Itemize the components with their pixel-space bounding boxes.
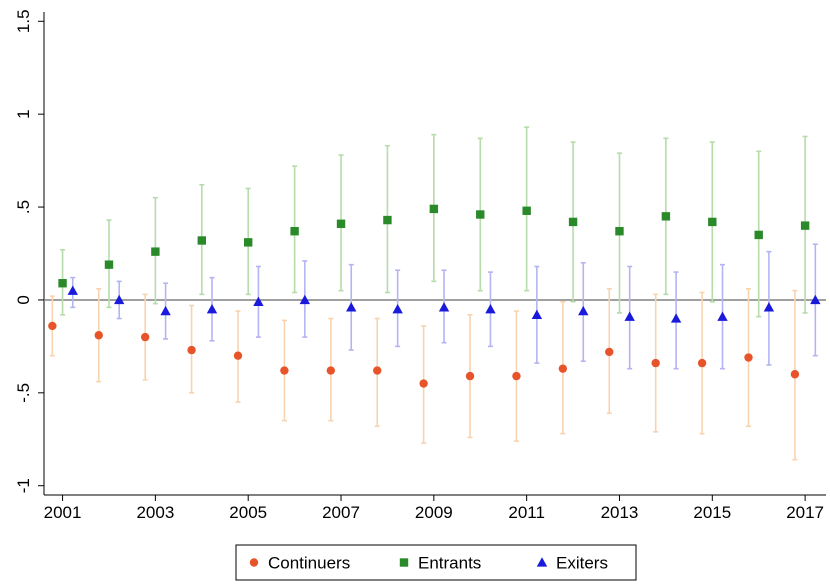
data-point-triangle (438, 302, 450, 312)
data-point-square (800, 221, 810, 230)
data-point-square (661, 212, 671, 221)
data-point-square (429, 204, 439, 214)
legend-marker-exiters (536, 557, 548, 567)
legend-marker-continuers (249, 558, 259, 567)
data-point-circle (48, 321, 57, 331)
data-point-square (754, 230, 763, 240)
data-point-square (383, 215, 392, 225)
y-tick-label: 1.5 (14, 9, 33, 33)
data-point-square (336, 219, 346, 228)
data-point-square (522, 206, 531, 215)
y-tick-label: 0 (14, 295, 33, 304)
y-tick-label: -.5 (14, 383, 33, 403)
data-point-circle (744, 353, 753, 362)
data-point-circle (558, 364, 568, 373)
y-tick-label: .5 (14, 200, 33, 214)
x-tick-label: 2005 (229, 503, 267, 522)
x-tick-label: 2011 (508, 503, 545, 522)
data-point-square (58, 279, 67, 288)
series-exiters (67, 243, 821, 370)
y-tick-label: -1 (14, 478, 33, 493)
data-point-triangle (717, 311, 728, 321)
legend-marker-entrants (399, 558, 409, 567)
data-point-circle (187, 345, 196, 355)
data-point-triangle (253, 296, 264, 306)
x-tick-label: 2007 (322, 503, 360, 522)
x-tick-label: 2009 (415, 503, 453, 522)
data-point-circle (651, 358, 660, 368)
x-tick-label: 2015 (693, 503, 731, 522)
data-point-square (615, 227, 624, 236)
data-point-circle (790, 370, 800, 379)
legend: Continuers Entrants Exiters (235, 544, 637, 581)
legend-label-entrants: Entrants (418, 554, 481, 573)
data-point-circle (140, 332, 150, 342)
data-point-square (708, 217, 717, 227)
data-point-triangle (485, 304, 496, 314)
data-point-square (244, 238, 253, 247)
data-point-circle (605, 347, 614, 357)
y-tick-label: 1 (14, 109, 33, 118)
axes: -1 -.5 0 .5 1 1.5 2001 2003 2005 2007 2009 2011 2013… (14, 9, 826, 522)
data-point-circle (373, 366, 382, 375)
data-point-circle (419, 379, 428, 388)
data-point-square (197, 236, 206, 245)
data-point-square (476, 210, 485, 219)
data-point-triangle (624, 311, 635, 321)
data-point-triangle (113, 294, 125, 305)
data-point-square (568, 217, 578, 227)
series-continuers (48, 287, 800, 461)
data-point-circle (465, 371, 475, 381)
data-point-circle (233, 351, 243, 360)
data-point-triangle (578, 305, 589, 316)
legend-label-continuers: Continuers (268, 554, 350, 573)
data-point-triangle (810, 294, 821, 305)
plot-area (44, 126, 826, 461)
data-point-triangle (763, 302, 775, 312)
x-tick-label: 2001 (44, 503, 82, 522)
data-point-circle (326, 366, 336, 375)
data-point-triangle (67, 285, 78, 295)
data-point-triangle (206, 304, 218, 314)
legend-label-exiters: Exiters (556, 554, 608, 573)
data-point-circle (697, 358, 707, 368)
legend-box (235, 544, 637, 581)
data-point-circle (280, 366, 289, 375)
x-tick-label: 2003 (136, 503, 174, 522)
x-tick-label: 2017 (786, 503, 824, 522)
data-point-triangle (346, 302, 357, 312)
data-point-triangle (392, 304, 403, 314)
data-point-circle (512, 371, 521, 381)
data-point-square (290, 227, 299, 236)
data-point-square (104, 260, 114, 269)
data-point-square (151, 247, 160, 256)
x-tick-label: 2013 (601, 503, 639, 522)
data-point-triangle (531, 309, 543, 319)
data-point-triangle (670, 313, 682, 323)
series-entrants (58, 126, 810, 318)
data-point-circle (94, 331, 103, 340)
data-point-triangle (299, 294, 311, 305)
data-point-triangle (160, 305, 171, 316)
